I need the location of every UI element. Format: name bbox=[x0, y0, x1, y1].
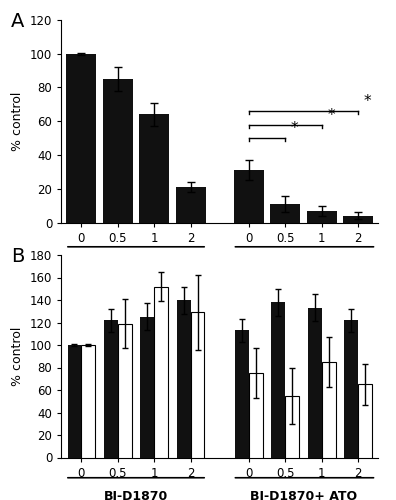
Bar bbox=[104, 320, 118, 458]
Bar bbox=[67, 54, 96, 222]
Bar bbox=[322, 362, 335, 458]
Bar bbox=[307, 210, 337, 222]
Text: *: * bbox=[291, 122, 299, 136]
Text: A: A bbox=[11, 12, 24, 31]
Bar bbox=[249, 373, 263, 458]
Text: *: * bbox=[364, 94, 371, 110]
Bar bbox=[270, 204, 300, 223]
Bar bbox=[139, 114, 169, 222]
Y-axis label: % control: % control bbox=[11, 92, 25, 151]
Bar bbox=[235, 330, 249, 458]
Bar bbox=[118, 324, 131, 458]
Text: BI-D1870+ ATO: BI-D1870+ ATO bbox=[257, 261, 350, 274]
Bar bbox=[272, 302, 286, 458]
Bar bbox=[308, 308, 322, 458]
Bar bbox=[103, 79, 133, 223]
Bar bbox=[344, 320, 358, 458]
Bar bbox=[358, 384, 372, 458]
Text: B: B bbox=[11, 247, 24, 266]
Text: *: * bbox=[327, 108, 335, 123]
Text: BI-D1870: BI-D1870 bbox=[104, 490, 168, 500]
Bar bbox=[176, 187, 206, 222]
Text: BI-D1870+ ATO: BI-D1870+ ATO bbox=[250, 490, 357, 500]
Bar bbox=[234, 170, 264, 222]
Text: BI-D1870: BI-D1870 bbox=[109, 261, 164, 274]
Bar bbox=[286, 396, 299, 458]
Bar bbox=[141, 317, 154, 458]
Bar bbox=[190, 312, 204, 458]
Bar bbox=[154, 286, 168, 458]
Y-axis label: % control: % control bbox=[11, 326, 25, 386]
Bar bbox=[68, 345, 82, 458]
Bar bbox=[82, 345, 95, 458]
Bar bbox=[343, 216, 373, 222]
Bar bbox=[177, 300, 190, 458]
